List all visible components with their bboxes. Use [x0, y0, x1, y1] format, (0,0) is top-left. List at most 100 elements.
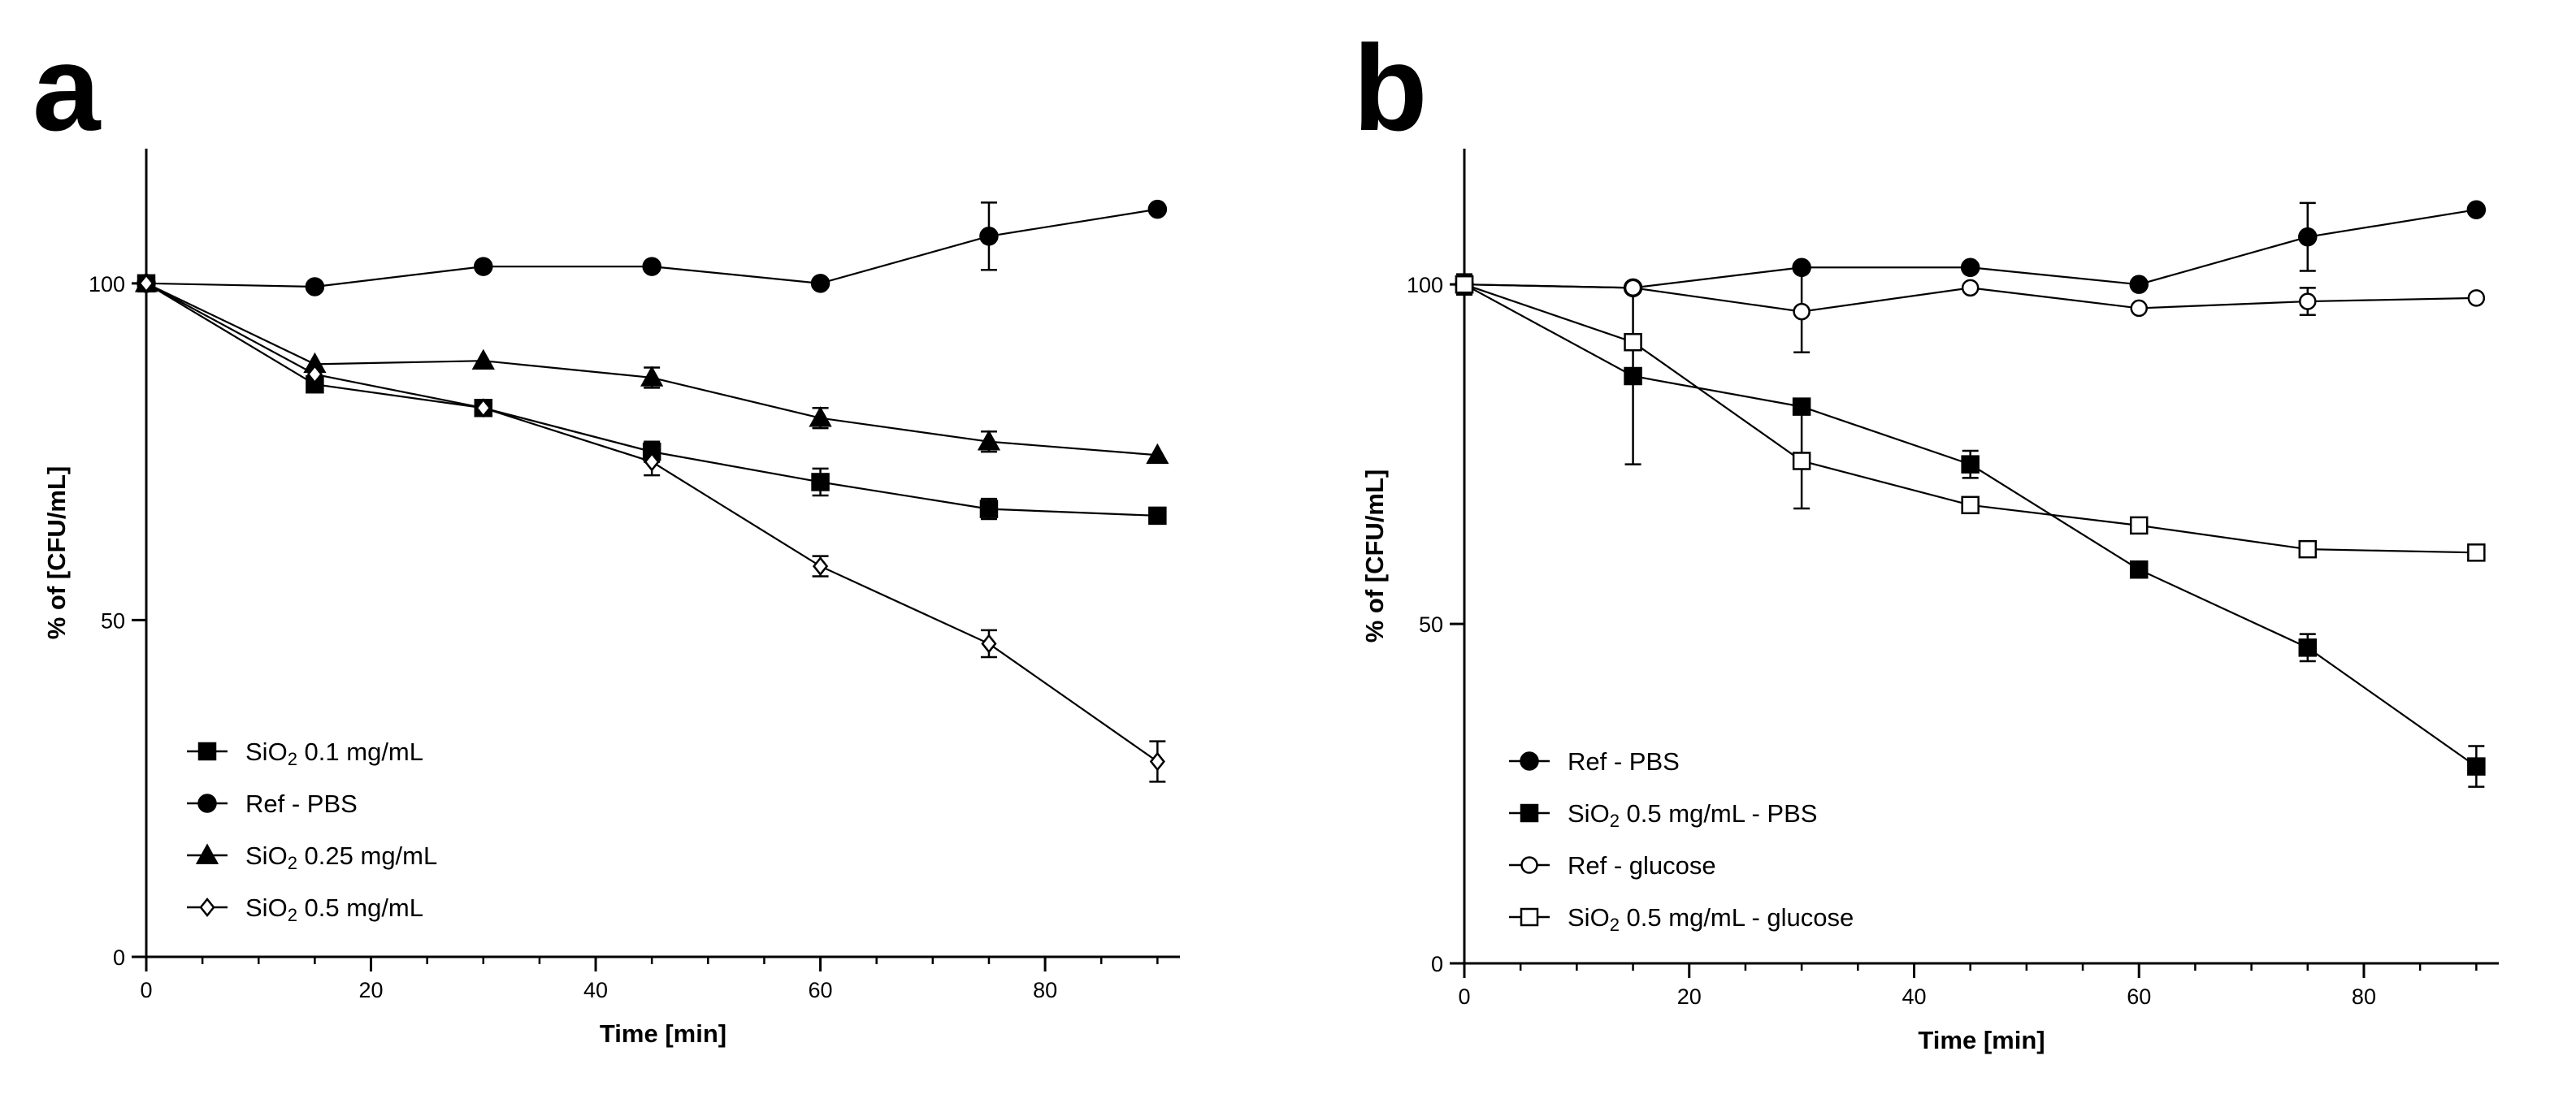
chart-a-data-point: [471, 348, 495, 370]
legend-label-part: 2: [288, 853, 297, 873]
chart-b-series-1: [1455, 275, 2486, 788]
chart-b-y-tick-label: 100: [1407, 273, 1443, 297]
chart-b-data-point: [1624, 366, 1642, 386]
chart-b-x-tick-label: 80: [2352, 984, 2376, 1009]
chart-a-data-point: [305, 277, 325, 296]
chart-a-x-tick-label: 0: [140, 978, 152, 1002]
chart-a-series-2: [134, 271, 1169, 465]
chart-a-data-point: [474, 257, 493, 276]
chart-b-data-point: [2298, 638, 2318, 657]
chart-b-x-tick-label: 0: [1458, 984, 1470, 1009]
chart-a-series-0: [137, 274, 1167, 526]
chart-b-data-point: [1624, 332, 1642, 352]
chart-a-legend-item: SiO2 0.5 mg/mL: [187, 893, 423, 925]
chart-a-data-point: [1148, 506, 1167, 526]
chart-a-x-axis-label: Time [min]: [600, 1019, 726, 1048]
chart-a-data-point: [306, 364, 323, 384]
chart-a-data-point: [979, 227, 999, 246]
panel-letter-b: b: [1353, 19, 1428, 156]
chart-b-data-point: [2466, 200, 2487, 219]
chart-b-legend-marker: [1520, 907, 1539, 927]
legend-label-part: 0.5 mg/mL - PBS: [1620, 799, 1818, 828]
chart-panel-a: a 0 20 40 60 80 0 50 100 Time [min] % of [CFU/mL]…: [33, 19, 1180, 1048]
legend-label-part: 0.5 mg/mL - glucose: [1620, 903, 1854, 932]
chart-a-series-3: [138, 273, 1166, 783]
chart-panel-b: b 0 20 40 60 80 0 50 100 Time [min] % of [CFU/mL]…: [1288, 0, 2576, 1099]
chart-a-legend-label: SiO2 0.1 mg/mL: [245, 738, 423, 769]
chart-a-data-point: [979, 500, 999, 518]
chart-a-data-point: [981, 634, 997, 654]
chart-b-y-tick-label: 0: [1431, 952, 1443, 976]
chart-b-x-tick-label: 20: [1677, 984, 1702, 1009]
chart-b-data-point: [2467, 757, 2486, 776]
chart-b-data-point: [1793, 302, 1811, 321]
chart-b-data-point: [2298, 227, 2318, 247]
legend-label-part: Ref - glucose: [1568, 851, 1716, 880]
chart-b-data-point: [1961, 279, 1980, 297]
chart-b-legend-label: SiO2 0.5 mg/mL - glucose: [1568, 903, 1854, 935]
legend-label-part: 2: [1610, 811, 1620, 831]
chart-b-data-point: [1455, 275, 1474, 294]
chart-b-y-tick-label: 50: [1419, 612, 1443, 637]
legend-label-part: SiO: [1568, 903, 1610, 932]
chart-a-data-point: [811, 473, 830, 491]
chart-a-data-point: [1146, 443, 1169, 465]
chart-b-x-axis-label: Time [min]: [1918, 1026, 2045, 1054]
legend-label-part: 2: [288, 905, 297, 925]
chart-b-data-point: [2467, 289, 2486, 307]
chart-b-data-point: [2130, 299, 2148, 318]
chart-a-x-tick-label: 40: [583, 978, 608, 1002]
chart-a-y-tick-label: 100: [89, 272, 125, 296]
legend-label-part: 0.1 mg/mL: [297, 738, 423, 766]
chart-a-series-line: [145, 282, 1158, 517]
chart-a-data-point: [644, 452, 660, 472]
chart-b-data-point: [2129, 275, 2149, 294]
chart-b-data-point: [1624, 279, 1642, 297]
chart-b-legend-item: SiO2 0.5 mg/mL - PBS: [1509, 799, 1817, 831]
chart-a-y-tick-label: 0: [113, 945, 125, 970]
chart-a-data-point: [1147, 199, 1168, 219]
chart-a-legend-marker: [197, 742, 217, 761]
legend-label-part: 0.5 mg/mL: [297, 893, 423, 922]
chart-a-data-point: [475, 398, 492, 418]
chart-b-legend-marker: [1520, 803, 1539, 823]
chart-a-x-tick-label: 20: [358, 978, 383, 1002]
legend-label-part: SiO: [1568, 799, 1610, 828]
chart-a-legend-label: SiO2 0.5 mg/mL: [245, 893, 423, 925]
chart-b-legend-item: Ref - glucose: [1509, 851, 1716, 880]
chart-b-y-axis-label: % of [CFU/mL]: [1360, 469, 1389, 643]
chart-b-data-point: [1961, 455, 1980, 474]
chart-a-series-1: [137, 199, 1168, 296]
chart-a-legend-marker: [195, 843, 219, 864]
chart-a-data-point: [809, 406, 832, 427]
chart-b-legend-item: SiO2 0.5 mg/mL - glucose: [1509, 903, 1854, 935]
chart-a-data-point: [812, 556, 829, 577]
chart-a-data-point: [640, 366, 664, 387]
chart-a-x-tick-label: 80: [1033, 978, 1057, 1002]
chart-a-data-point: [1149, 751, 1165, 772]
chart-b-data-point: [1961, 495, 1980, 515]
chart-a-series-line: [145, 282, 1158, 763]
chart-b-data-point: [2129, 516, 2149, 535]
chart-a-y-tick-label: 50: [101, 608, 125, 633]
chart-a-legend-item: SiO2 0.25 mg/mL: [187, 842, 437, 873]
chart-a-y-axis-label: % of [CFU/mL]: [42, 466, 71, 640]
chart-b-data-point: [1960, 257, 1980, 278]
chart-b-series-3: [1455, 275, 2486, 562]
chart-b-data-point: [2299, 292, 2317, 310]
legend-label-part: 2: [288, 749, 297, 769]
panel-letter-a: a: [33, 19, 102, 156]
chart-a-legend-marker: [199, 897, 215, 918]
legend-label-part: SiO: [245, 738, 288, 766]
chart-a-data-point: [810, 274, 830, 293]
chart-b-data-point: [2298, 539, 2318, 559]
legend-label-part: Ref - PBS: [245, 790, 358, 818]
chart-b-legend-label: Ref - PBS: [1568, 747, 1680, 776]
legend-label-part: Ref - PBS: [1568, 747, 1680, 776]
chart-b-legend-marker: [1520, 751, 1539, 771]
chart-b-legend-marker: [1520, 856, 1538, 874]
chart-a-legend-marker: [197, 794, 217, 813]
chart-b-data-point: [2129, 560, 2149, 579]
chart-b-data-point: [1792, 452, 1811, 470]
chart-svg-b: b 0 20 40 60 80 0 50 100 Time [min] % of [CFU/mL]…: [1353, 19, 2499, 1054]
